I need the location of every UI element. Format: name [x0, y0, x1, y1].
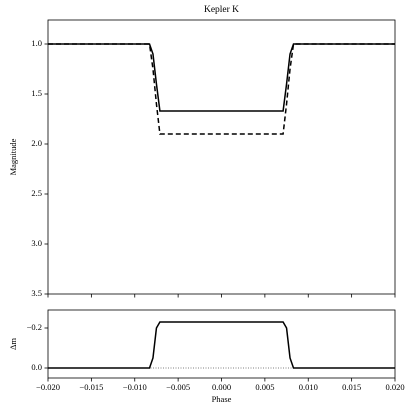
- plot-frame: [47, 309, 396, 379]
- x-tick-label: 0.010: [299, 382, 318, 392]
- y-tick-label: 0.0: [31, 362, 42, 372]
- y-axis-label: Δm: [8, 338, 18, 350]
- line-series: [48, 321, 395, 369]
- line-series: [48, 43, 395, 135]
- chart-title: Kepler K: [204, 5, 239, 15]
- x-tick-label: 0.020: [385, 382, 404, 392]
- plot-frame: [47, 19, 396, 295]
- y-tick-label: 1.5: [31, 88, 42, 98]
- y-tick-label: 3.5: [31, 288, 42, 298]
- y-axis-label: Magnitude: [8, 138, 18, 175]
- x-axis-label: Phase: [212, 394, 232, 404]
- y-tick-label: 3.0: [31, 238, 42, 248]
- y-tick-label: 2.0: [31, 138, 42, 148]
- x-tick-label: 0.015: [342, 382, 361, 392]
- x-tick-label: −0.010: [123, 382, 147, 392]
- x-tick-label: −0.005: [166, 382, 190, 392]
- x-tick-label: −0.015: [79, 382, 103, 392]
- y-tick-label: 2.5: [31, 188, 42, 198]
- line-series: [48, 43, 395, 112]
- x-tick-label: 0.000: [212, 382, 231, 392]
- y-tick-label: 1.0: [31, 38, 42, 48]
- x-tick-label: −0.020: [36, 382, 60, 392]
- x-tick-label: 0.005: [255, 382, 274, 392]
- y-tick-label: −0.2: [27, 322, 42, 332]
